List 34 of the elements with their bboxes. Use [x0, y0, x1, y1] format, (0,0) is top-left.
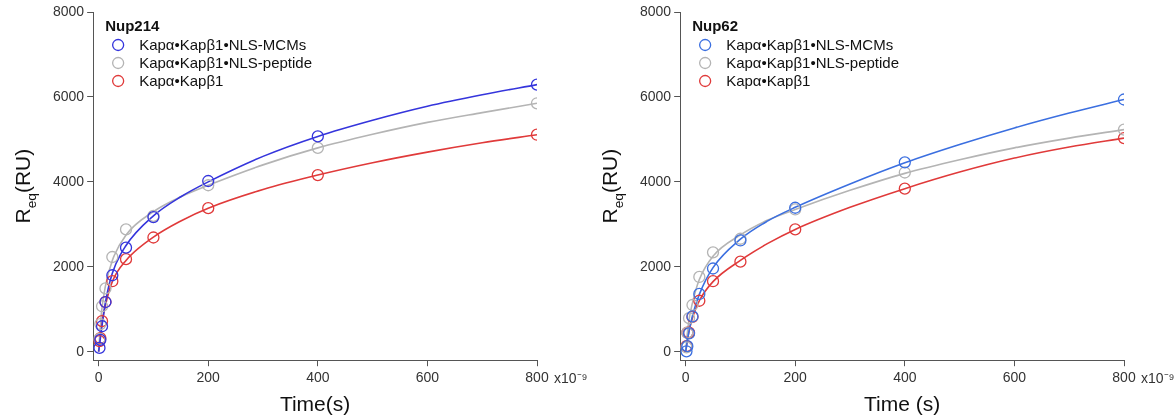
legend-label: Kapα•Kapβ1: [726, 72, 811, 89]
y-tick-label: 2000: [639, 257, 672, 274]
legend-title: Nup214: [105, 17, 160, 34]
text: x10⁻⁹: [1141, 370, 1174, 387]
legend-label: Kapα•Kapβ1•NLS-peptide: [139, 54, 313, 71]
y-tick-label: 2000: [52, 257, 85, 274]
legend-title: Nup62: [692, 17, 738, 34]
x-tick-label: 200: [196, 369, 221, 386]
y-tick-label: 0: [663, 342, 672, 359]
x-tick-label: 600: [415, 369, 440, 386]
y-tick-label: 4000: [639, 172, 672, 189]
y-axis-title: Req(RU): [11, 148, 40, 224]
legend-label: Kapα•Kapβ1•NLS-peptide: [726, 54, 900, 71]
x-axis-title: Time (s): [863, 392, 941, 415]
x-tick-label: 600: [1002, 369, 1027, 386]
legend-label: Kapα•Kapβ1•NLS-MCMs: [726, 36, 894, 53]
y-tick-label: 0: [76, 342, 85, 359]
x-tick-label: 0: [681, 369, 690, 386]
y-tick-label: 8000: [639, 2, 672, 19]
legend-label: Kapα•Kapβ1•NLS-MCMs: [139, 36, 307, 53]
x-tick-label: 0: [94, 369, 103, 386]
y-tick-label: 4000: [52, 172, 85, 189]
legend-label: Kapα•Kapβ1: [139, 72, 224, 89]
y-tick-label: 6000: [639, 87, 672, 104]
x-tick-label: 400: [893, 369, 917, 386]
x-tick-label: 400: [306, 369, 330, 386]
y-axis-title: Req(RU): [598, 148, 627, 224]
text: x10⁻⁹: [554, 370, 588, 387]
x-tick-label: 800: [1112, 369, 1136, 386]
x-tick-label: 800: [525, 369, 549, 386]
x-tick-label: 200: [783, 369, 808, 386]
x-axis-title: Time(s): [279, 392, 351, 415]
y-tick-label: 6000: [52, 87, 85, 104]
y-tick-label: 8000: [52, 2, 85, 19]
